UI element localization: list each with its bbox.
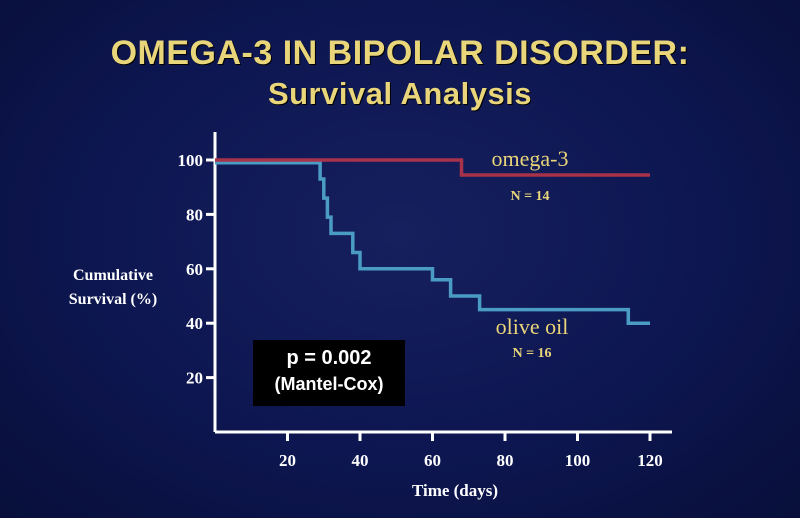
series-line-omega-3 [215, 158, 650, 177]
x-tick-label: 60 [424, 451, 441, 470]
x-tick-label: 40 [352, 451, 369, 470]
y-tick-label: 60 [186, 260, 203, 279]
series-n-olive-oil: N = 16 [512, 346, 551, 361]
y-axis-label-line2: Survival (%) [69, 291, 157, 308]
y-tick-label: 80 [186, 205, 203, 224]
test-name-text: (Mantel-Cox) [274, 374, 384, 394]
x-axis-label: Time (days) [412, 481, 498, 500]
y-axis-label-line1: Cumulative [73, 267, 153, 284]
x-tick-label: 20 [279, 451, 296, 470]
series-label-omega-3: omega-3 [492, 146, 569, 171]
slide-title: OMEGA-3 IN BIPOLAR DISORDER: [110, 34, 690, 72]
p-value-text: p = 0.002 [286, 347, 372, 369]
slide-subtitle: Survival Analysis [267, 76, 533, 111]
x-tick-label: 100 [565, 451, 591, 470]
x-tick-label: 120 [637, 451, 663, 470]
p-value-box: p = 0.002 (Mantel-Cox) [253, 340, 405, 406]
series-label-olive-oil: olive oil [496, 314, 569, 339]
y-tick-label: 100 [178, 151, 204, 170]
x-tick-label: 80 [497, 451, 514, 470]
series-line-olive-oil [215, 160, 650, 325]
series-n-omega-3: N = 14 [510, 189, 549, 204]
y-tick-label: 40 [186, 314, 203, 333]
y-tick-label: 20 [186, 369, 203, 388]
